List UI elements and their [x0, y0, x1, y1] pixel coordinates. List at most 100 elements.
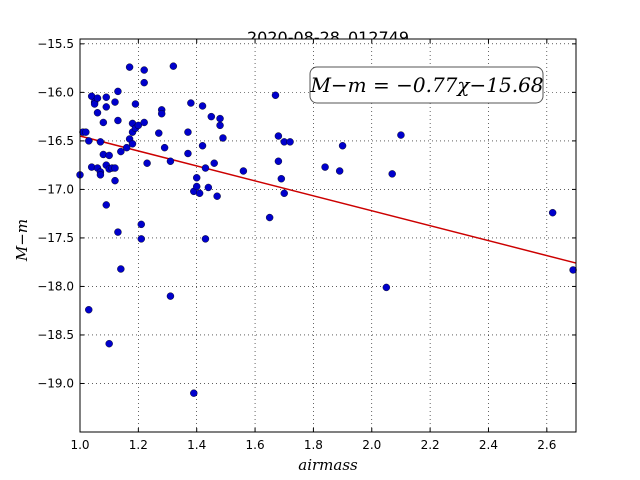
data-point: [201, 235, 210, 243]
x-tick-label: 2.4: [479, 438, 498, 452]
data-point: [207, 112, 215, 121]
data-point: [277, 175, 286, 183]
y-tick-label: −17.5: [37, 231, 74, 245]
y-tick-labels: −15.5 −16.0 −16.5 −17.0 −17.5 −18.0 −18.5 −19.0: [37, 37, 74, 391]
x-tick-label: 2.6: [537, 438, 556, 452]
data-point: [397, 131, 405, 139]
data-point: [140, 78, 148, 87]
y-tick-label: −16.5: [37, 134, 74, 148]
y-tick-label: −17.0: [37, 182, 74, 196]
data-point: [105, 151, 113, 160]
data-point: [111, 176, 119, 185]
y-tick-label: −16.0: [37, 85, 74, 99]
data-point: [166, 157, 175, 165]
data-point: [143, 159, 151, 167]
data-point: [195, 189, 204, 197]
x-axis-label: airmass: [298, 456, 358, 474]
data-point: [128, 140, 137, 148]
axis-ticks: [79, 39, 576, 432]
data-point: [169, 62, 178, 70]
x-tick-label: 1.0: [70, 438, 89, 452]
data-point: [160, 143, 169, 152]
data-point: [85, 306, 93, 314]
data-point: [274, 157, 283, 165]
data-point: [280, 189, 288, 197]
data-point: [111, 98, 119, 106]
fit-line-layer: [79, 135, 577, 264]
data-point: [184, 149, 192, 158]
x-tick-label: 1.2: [129, 438, 148, 452]
data-point: [204, 183, 213, 192]
data-point: [166, 292, 175, 300]
fit-line: [79, 135, 577, 264]
data-point: [193, 174, 201, 182]
data-point: [388, 170, 396, 178]
data-point: [157, 110, 166, 118]
data-point: [187, 99, 195, 107]
data-point: [137, 235, 145, 243]
data-point: [201, 164, 210, 172]
x-tick-label: 1.4: [187, 438, 206, 452]
data-point: [114, 87, 122, 96]
data-point: [96, 138, 105, 146]
data-point: [82, 128, 90, 136]
data-point: [140, 118, 148, 127]
data-point: [117, 147, 125, 156]
data-point: [114, 116, 122, 125]
data-point: [321, 163, 329, 171]
data-point: [569, 266, 577, 274]
data-point: [548, 208, 557, 217]
data-point: [239, 167, 248, 175]
fit-equation-frame: [309, 66, 544, 104]
y-tick-label: −18.0: [37, 279, 74, 293]
fit-equation-text: M−m = −0.77χ−15.68: [309, 73, 543, 97]
data-point: [193, 182, 201, 191]
data-point: [90, 100, 99, 108]
data-point: [93, 109, 102, 117]
data-point: [99, 118, 108, 127]
x-tick-labels: 1.0 1.2 1.4 1.6 1.8 2.0 2.2 2.4 2.6: [70, 438, 556, 452]
plot-background: [80, 39, 576, 432]
data-point: [111, 164, 119, 172]
data-point: [102, 93, 110, 101]
data-point: [190, 389, 198, 397]
x-tick-label: 2.2: [421, 438, 440, 452]
data-point: [125, 63, 134, 71]
data-point: [198, 142, 207, 150]
y-tick-label: −15.5: [37, 37, 74, 51]
y-axis-label: M−m: [13, 219, 31, 262]
plot-area: [76, 38, 577, 433]
x-tick-label: 1.8: [304, 438, 323, 452]
data-point: [105, 339, 113, 348]
data-point: [114, 228, 122, 236]
data-point: [219, 134, 227, 142]
data-point: [335, 167, 344, 175]
y-tick-label: −18.5: [37, 328, 74, 342]
data-point: [198, 102, 207, 110]
data-point: [210, 159, 218, 167]
data-point: [140, 66, 148, 74]
data-point: [271, 91, 280, 99]
data-points: [76, 62, 577, 397]
data-point: [85, 137, 93, 145]
data-point: [338, 142, 347, 150]
data-point: [274, 132, 283, 140]
data-point: [137, 220, 145, 229]
data-point: [131, 100, 140, 108]
data-point: [184, 128, 192, 136]
plot-frame: [79, 38, 577, 433]
fit-equation-box: M−m = −0.77χ−15.68: [309, 66, 544, 104]
y-tick-label: −19.0: [37, 376, 74, 390]
x-tick-label: 1.6: [246, 438, 265, 452]
data-point: [286, 138, 294, 146]
data-point: [265, 213, 274, 222]
data-point: [216, 114, 224, 123]
data-point: [155, 129, 163, 137]
data-point: [213, 192, 221, 200]
data-point: [93, 94, 102, 102]
data-point: [96, 171, 105, 179]
data-point: [102, 103, 110, 111]
data-point: [382, 283, 391, 292]
data-point: [134, 121, 143, 130]
